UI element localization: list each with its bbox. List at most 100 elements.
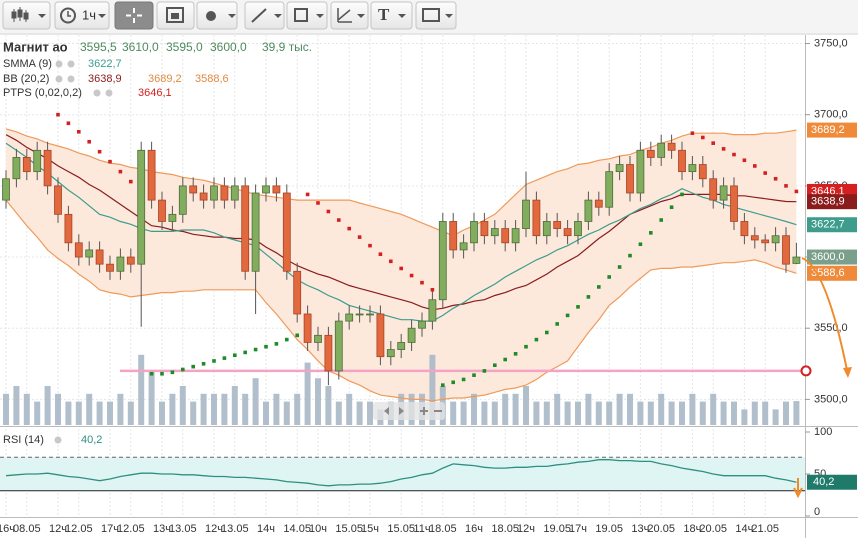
- candle-body: [574, 221, 582, 237]
- drawn-arrow: [801, 257, 849, 376]
- candle-body: [761, 239, 770, 244]
- ptps-dot: [649, 231, 653, 235]
- candle-body: [438, 221, 447, 301]
- dropdown-arrow: [398, 14, 406, 18]
- volume-bar: [627, 393, 633, 425]
- legend-icon: [54, 436, 62, 444]
- nav-arrows[interactable]: [384, 407, 404, 415]
- candle-body: [792, 256, 801, 264]
- candle-icon: [11, 7, 29, 22]
- volume-bar: [23, 393, 30, 425]
- candle-body: [106, 263, 114, 272]
- candle-body: [418, 320, 426, 329]
- line-tool-button[interactable]: [244, 1, 285, 30]
- x-tick-label: 15.05: [335, 523, 363, 535]
- candle-body: [688, 164, 697, 173]
- ohlc-low: 3595,0: [166, 40, 203, 54]
- volume-bar: [346, 393, 353, 425]
- smma-tag-label: 3622,7: [811, 219, 845, 231]
- shape-icon: [294, 8, 308, 22]
- ptps-dot: [472, 373, 476, 377]
- candle-body: [594, 199, 603, 208]
- candle-body: [646, 149, 655, 158]
- x-tick-label: 14ч: [257, 523, 275, 535]
- volume-bar: [75, 401, 82, 425]
- volume-bar: [471, 393, 477, 425]
- volume-bar: [159, 401, 165, 425]
- smma-value: 3622,7: [88, 58, 122, 70]
- volume-bar: [190, 401, 197, 425]
- ptps-dot: [420, 280, 424, 285]
- volume-bar: [595, 401, 602, 425]
- dropdown-arrow: [357, 14, 365, 18]
- volume-bar: [231, 386, 238, 425]
- volume-bar: [585, 393, 592, 425]
- ptps-dot: [607, 275, 611, 279]
- candle-body: [376, 313, 385, 358]
- bb-name: BB (20,2): [3, 73, 49, 85]
- ptps-dot: [212, 359, 216, 363]
- dropdown-arrow: [38, 14, 46, 18]
- volume-bar: [720, 401, 727, 425]
- x-tick-label: 12.05: [117, 523, 145, 535]
- volume-bar: [294, 393, 301, 425]
- rsi-panel: [0, 429, 805, 516]
- volume-bar: [242, 393, 249, 425]
- y-tick-label: 3750,0: [814, 37, 848, 49]
- ptps-dot: [482, 369, 487, 373]
- volume-bar: [491, 401, 498, 425]
- candle-body: [366, 313, 374, 316]
- x-tick-label: 19.05: [595, 523, 623, 535]
- volume-bar: [647, 401, 654, 425]
- volume-bar: [127, 401, 134, 425]
- clock-icon: [60, 7, 76, 24]
- candle-body: [605, 171, 614, 208]
- candle-body: [449, 221, 458, 251]
- candle-body: [147, 149, 156, 201]
- x-tick-label: 15ч: [361, 523, 379, 535]
- candle-body: [303, 313, 312, 343]
- ptps-dot: [264, 344, 268, 349]
- ptps-dot: [513, 352, 518, 356]
- volume-bar: [429, 354, 436, 425]
- candle-body: [657, 142, 666, 158]
- indicators-button[interactable]: [196, 1, 238, 30]
- candle-body: [511, 228, 520, 244]
- crosshair-icon: [126, 8, 142, 23]
- dropdown-arrow: [228, 14, 236, 18]
- ptps-dot: [524, 344, 528, 349]
- volume-bar: [200, 393, 207, 425]
- x-tick-label: 16ч: [0, 523, 15, 535]
- volume-bar: [533, 401, 540, 425]
- rsi-value: 40,2: [81, 434, 102, 446]
- x-tick-label: 14.05: [283, 523, 311, 535]
- candle-body: [553, 221, 562, 229]
- ptps-dot: [191, 364, 195, 369]
- ptps-dot: [160, 371, 164, 376]
- candle-body: [750, 235, 759, 241]
- bb-lower: [5, 199, 797, 402]
- ptps-dot: [773, 176, 778, 181]
- bb-upper-tag: [807, 122, 857, 138]
- text-tool-button[interactable]: [370, 1, 413, 30]
- volume-bar: [564, 401, 571, 425]
- ptps-dot: [669, 205, 674, 210]
- candle-body: [282, 192, 291, 272]
- nav-zoom[interactable]: [420, 407, 442, 415]
- candle-body: [293, 270, 302, 315]
- volume-bar: [751, 401, 758, 425]
- candle-body: [428, 299, 437, 322]
- legend: Магнит ао 3595,5 3610,0 3595,0 3600,0 39…: [3, 39, 312, 445]
- ptps-dot: [503, 357, 507, 362]
- candle-body: [740, 221, 749, 237]
- ptps-dot: [108, 159, 112, 164]
- volume-bar: [554, 393, 561, 425]
- candle-body: [730, 185, 738, 222]
- ptps-dot: [77, 129, 81, 134]
- crosshair-button[interactable]: [114, 1, 154, 30]
- volume-bar: [325, 386, 332, 425]
- volume-bar: [783, 401, 789, 425]
- candle-body: [74, 242, 83, 258]
